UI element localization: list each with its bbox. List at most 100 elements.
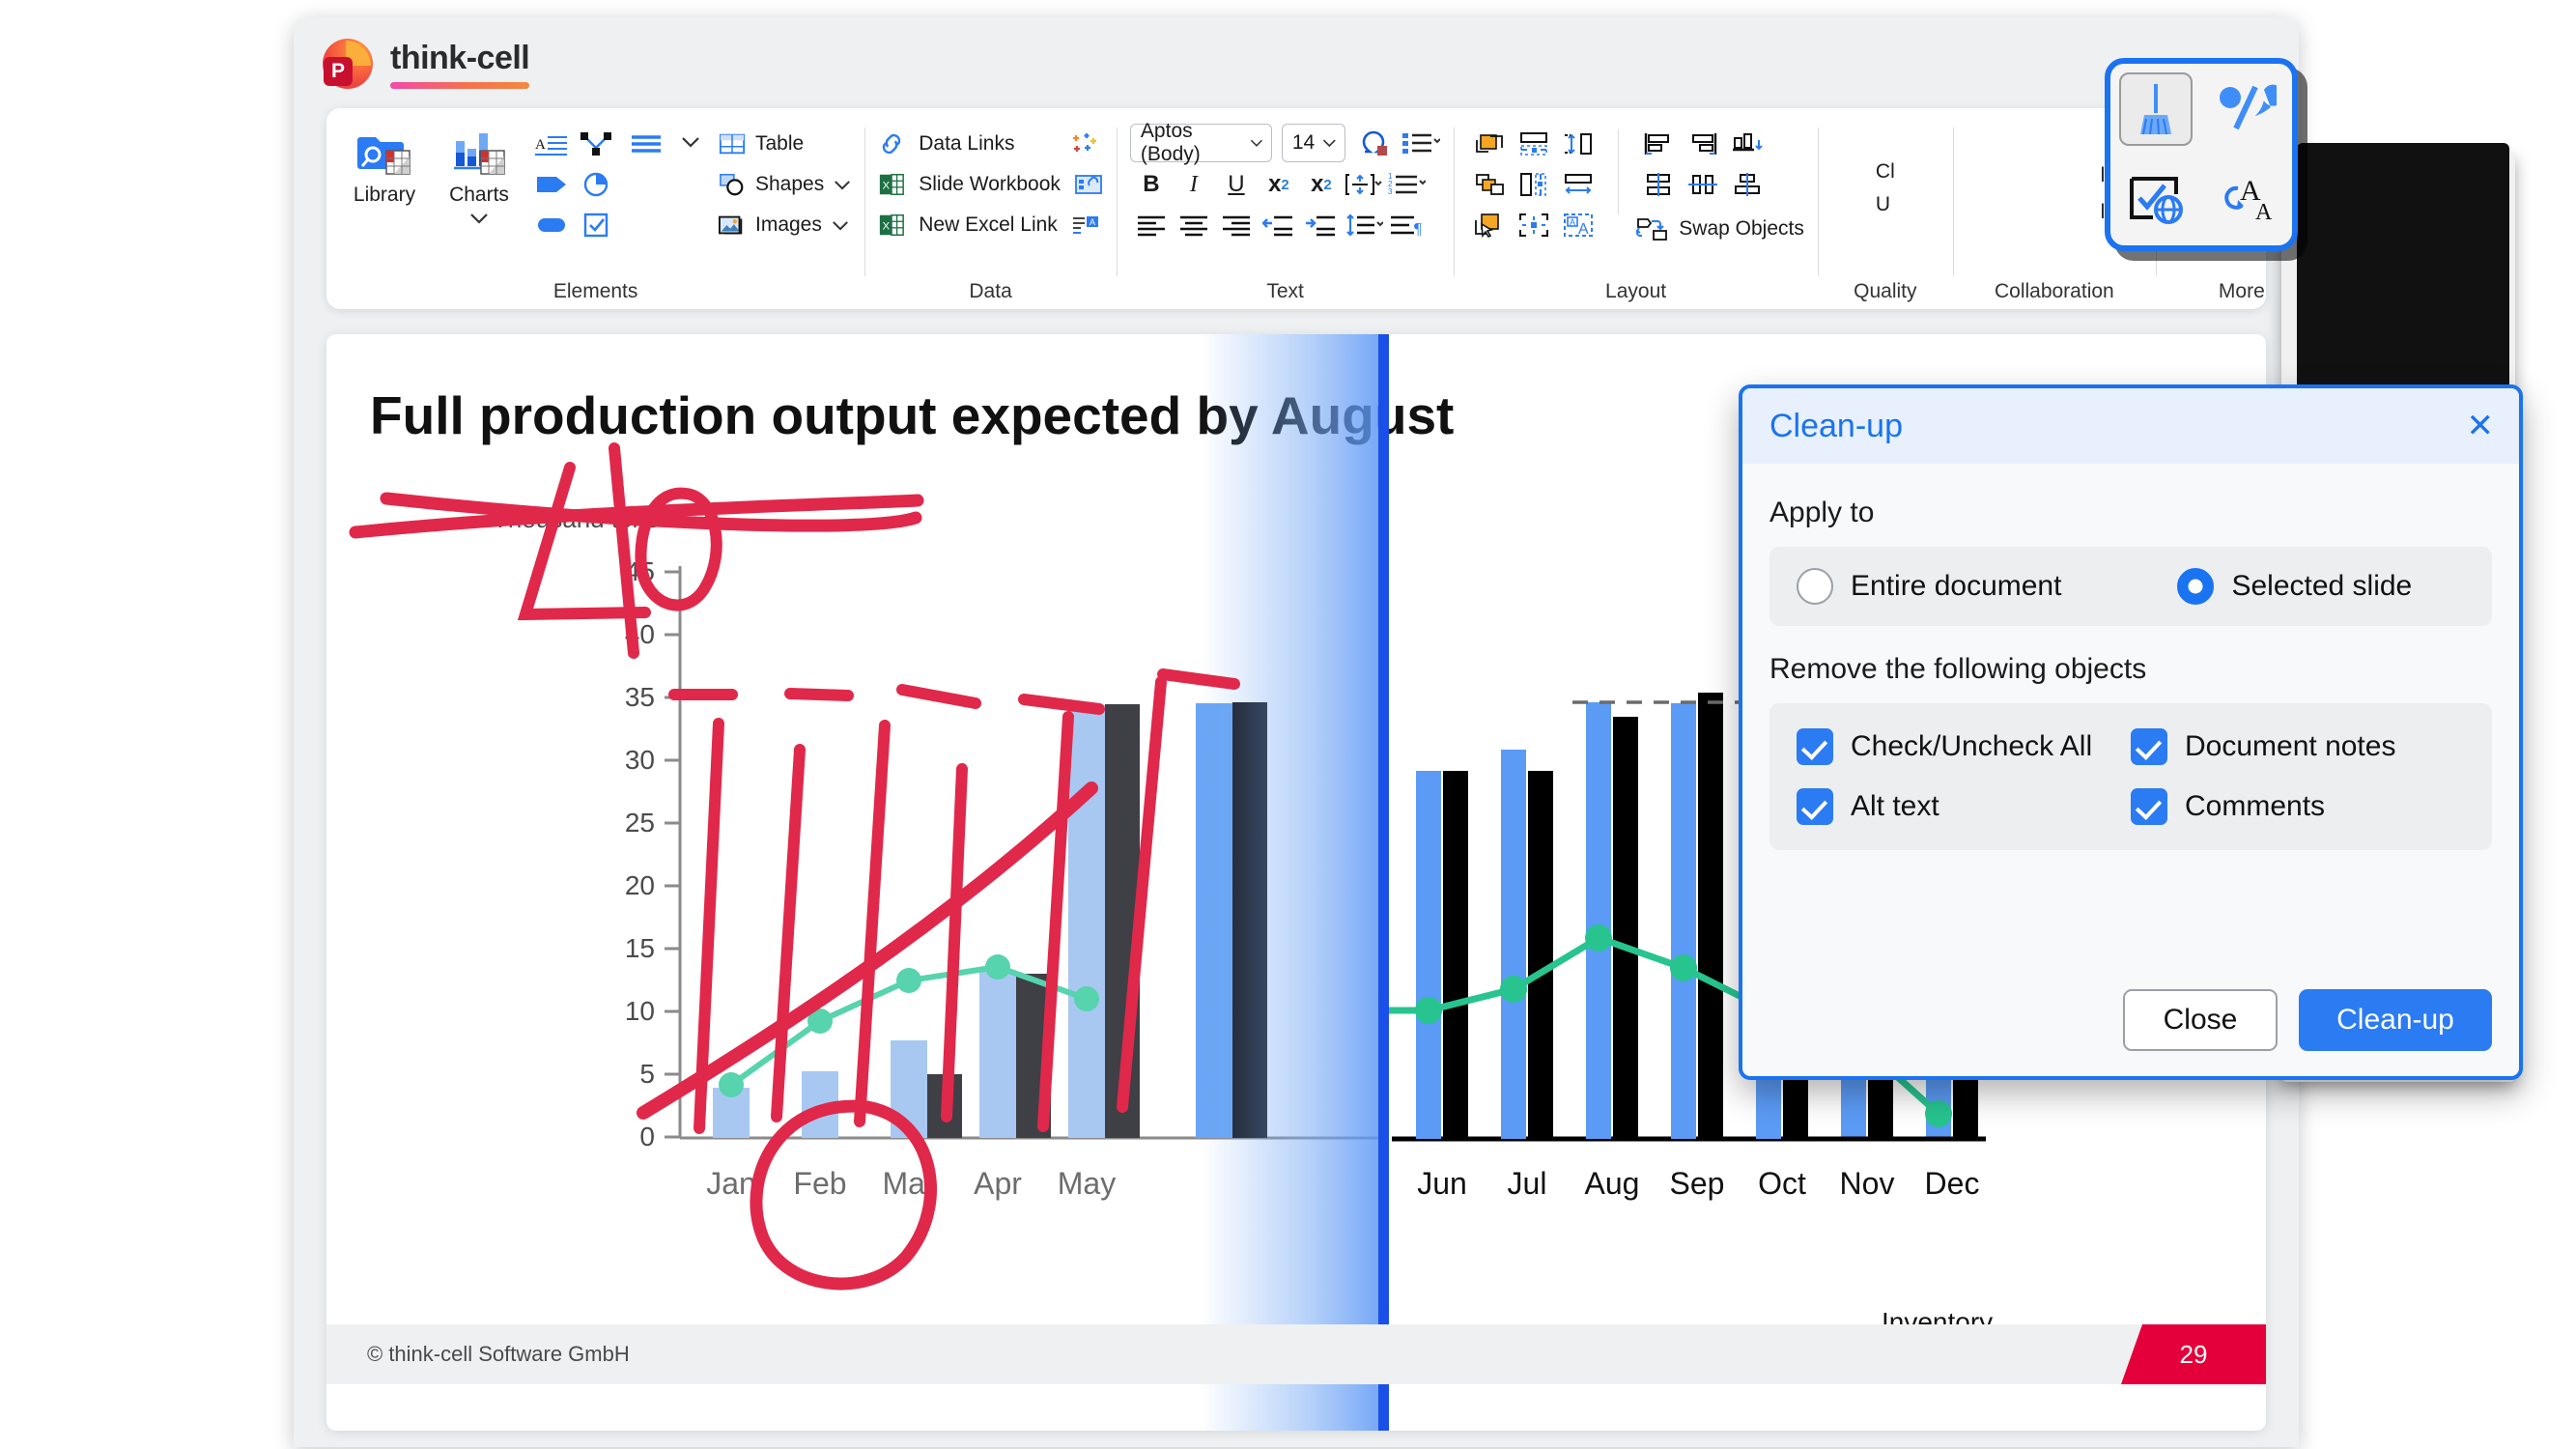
ribbon-group-elements: Library (326, 118, 864, 309)
lines-chevron-down-icon[interactable] (681, 135, 700, 153)
svg-text:A: A (1090, 217, 1095, 227)
checkbox-comments-control[interactable] (2131, 788, 2167, 825)
change-case-button[interactable]: A A (2210, 163, 2283, 237)
svg-text:25: 25 (625, 808, 655, 838)
images-button[interactable]: Images (719, 207, 851, 243)
radio-selected-slide-control[interactable] (2177, 568, 2215, 605)
symbol-omega-icon[interactable] (1355, 125, 1392, 161)
swap-objects-label: Swap Objects (1679, 217, 1804, 240)
shapes-button[interactable]: Shapes (719, 166, 851, 203)
close-button[interactable]: Close (2123, 989, 2278, 1051)
stretch-horizontal-icon[interactable] (1562, 170, 1595, 199)
move-object-icon[interactable] (1517, 211, 1550, 240)
text-link-icon[interactable]: A (1071, 213, 1100, 238)
slide-workbook-button[interactable]: X Slide Workbook (878, 166, 1103, 203)
checkbox-document-notes-control[interactable] (2131, 728, 2167, 765)
quality-flyout-panel: A A (2105, 58, 2298, 251)
checkbox-alt-text[interactable]: Alt text (1797, 788, 2131, 825)
new-excel-link-button[interactable]: X New Excel Link A (878, 207, 1103, 243)
align-center-objects-icon[interactable] (1731, 170, 1764, 199)
shapes-label: Shapes (755, 173, 825, 195)
elements-row-list: Table Shapes Images (719, 124, 851, 245)
checkbox-alt-text-control[interactable] (1797, 788, 1833, 825)
group-label-layout: Layout (1605, 280, 1667, 302)
spellcheck-globe-button[interactable] (2119, 163, 2193, 237)
radio-entire-document-control[interactable] (1797, 568, 1833, 605)
checkbox-document-notes[interactable]: Document notes (2131, 728, 2465, 765)
align-right-icon[interactable] (1215, 207, 1258, 243)
radio-entire-document[interactable]: Entire document (1797, 568, 2061, 605)
svg-text:Jun: Jun (1417, 1166, 1467, 1201)
align-bottom-objects-icon[interactable] (1731, 129, 1764, 158)
text-box-icon[interactable]: A (535, 129, 568, 158)
checkbox-comments[interactable]: Comments (2131, 788, 2465, 825)
distribute-vertical-icon[interactable] (1517, 170, 1550, 199)
italic-button[interactable]: I (1189, 171, 1198, 197)
images-chevron-down-icon[interactable] (832, 220, 849, 231)
close-icon[interactable]: ✕ (2466, 408, 2495, 444)
svg-text:Feb: Feb (793, 1166, 846, 1201)
font-size-value: 14 (1291, 131, 1316, 154)
title-tab: P think-cell (294, 17, 583, 110)
line-spacing-icon[interactable] (1343, 207, 1385, 243)
font-name-select[interactable]: Aptos (Body) (1129, 120, 1272, 165)
bring-to-front-icon[interactable] (1473, 129, 1506, 158)
pentagon-arrow-icon[interactable] (535, 170, 568, 199)
svg-text:A: A (535, 137, 546, 153)
quality-item-1-occluded: Cl (1875, 160, 1895, 183)
linked-slide-icon[interactable] (1074, 172, 1103, 197)
decrease-indent-icon[interactable] (1258, 207, 1300, 243)
images-icon (719, 215, 743, 235)
library-button[interactable]: Library (340, 124, 429, 245)
underline-button[interactable]: U (1228, 171, 1245, 197)
cleanup-dialog: Clean-up ✕ Apply to Entire document Sele… (1739, 384, 2523, 1080)
align-left-objects-icon[interactable] (1642, 129, 1675, 158)
font-size-select[interactable]: 14 (1281, 124, 1345, 162)
ribbon-group-data: Data Links X Slide Workbook X New Excel … (864, 118, 1117, 309)
rounded-rect-icon[interactable] (535, 211, 568, 240)
powerpoint-logo-letter: P (324, 57, 353, 86)
send-to-back-icon[interactable] (1473, 170, 1506, 199)
paragraph-mark-icon[interactable]: ¶ (1385, 207, 1428, 243)
checkbox-icon[interactable] (580, 211, 612, 240)
distribute-center-icon[interactable] (1686, 170, 1719, 199)
align-left-icon[interactable] (1130, 207, 1173, 243)
bullet-list-icon[interactable] (1401, 125, 1441, 161)
radio-selected-slide[interactable]: Selected slide (2177, 568, 2412, 605)
swap-objects-button[interactable]: Swap Objects (1636, 211, 1804, 247)
svg-text:0: 0 (639, 1122, 655, 1151)
shapes-chevron-down-icon[interactable] (834, 180, 851, 190)
cleanup-broom-button[interactable] (2119, 72, 2193, 146)
distribute-horizontal-icon[interactable] (1517, 129, 1550, 158)
table-button[interactable]: Table (719, 126, 851, 162)
checkbox-alt-text-label: Alt text (1851, 790, 1939, 822)
stretch-vertical-icon[interactable] (1562, 129, 1595, 158)
group-label-data: Data (969, 280, 1012, 302)
bold-button[interactable]: B (1143, 171, 1160, 197)
fit-text-icon[interactable] (1343, 166, 1385, 203)
connector-line-icon[interactable] (580, 129, 612, 158)
align-right-objects-icon[interactable] (1686, 129, 1719, 158)
cleanup-button[interactable]: Clean-up (2299, 989, 2492, 1051)
align-center-icon[interactable] (1173, 207, 1215, 243)
percent-comma-button[interactable] (2210, 72, 2283, 146)
increase-indent-icon[interactable] (1300, 207, 1343, 243)
x-axis-labels-right: Jun Jul Aug Sep Oct Nov Dec (1417, 1166, 1979, 1201)
harvey-ball-icon[interactable] (580, 170, 612, 199)
svg-text:40: 40 (625, 619, 655, 649)
group-label-collaboration: Collaboration (1994, 280, 2114, 302)
align-middle-icon[interactable] (1642, 170, 1675, 199)
checkbox-check-uncheck-all-control[interactable] (1797, 728, 1833, 765)
charts-button[interactable]: Charts (435, 124, 524, 245)
sparkle-icon[interactable] (1070, 131, 1099, 156)
charts-chevron-down-icon[interactable] (469, 213, 489, 224)
select-object-icon[interactable] (1473, 211, 1506, 240)
data-links-button[interactable]: Data Links (878, 126, 1103, 162)
checkbox-check-uncheck-all[interactable]: Check/Uncheck All (1797, 728, 2131, 765)
slide-page-number: 29 (2121, 1324, 2266, 1384)
lines-icon[interactable] (630, 129, 663, 158)
